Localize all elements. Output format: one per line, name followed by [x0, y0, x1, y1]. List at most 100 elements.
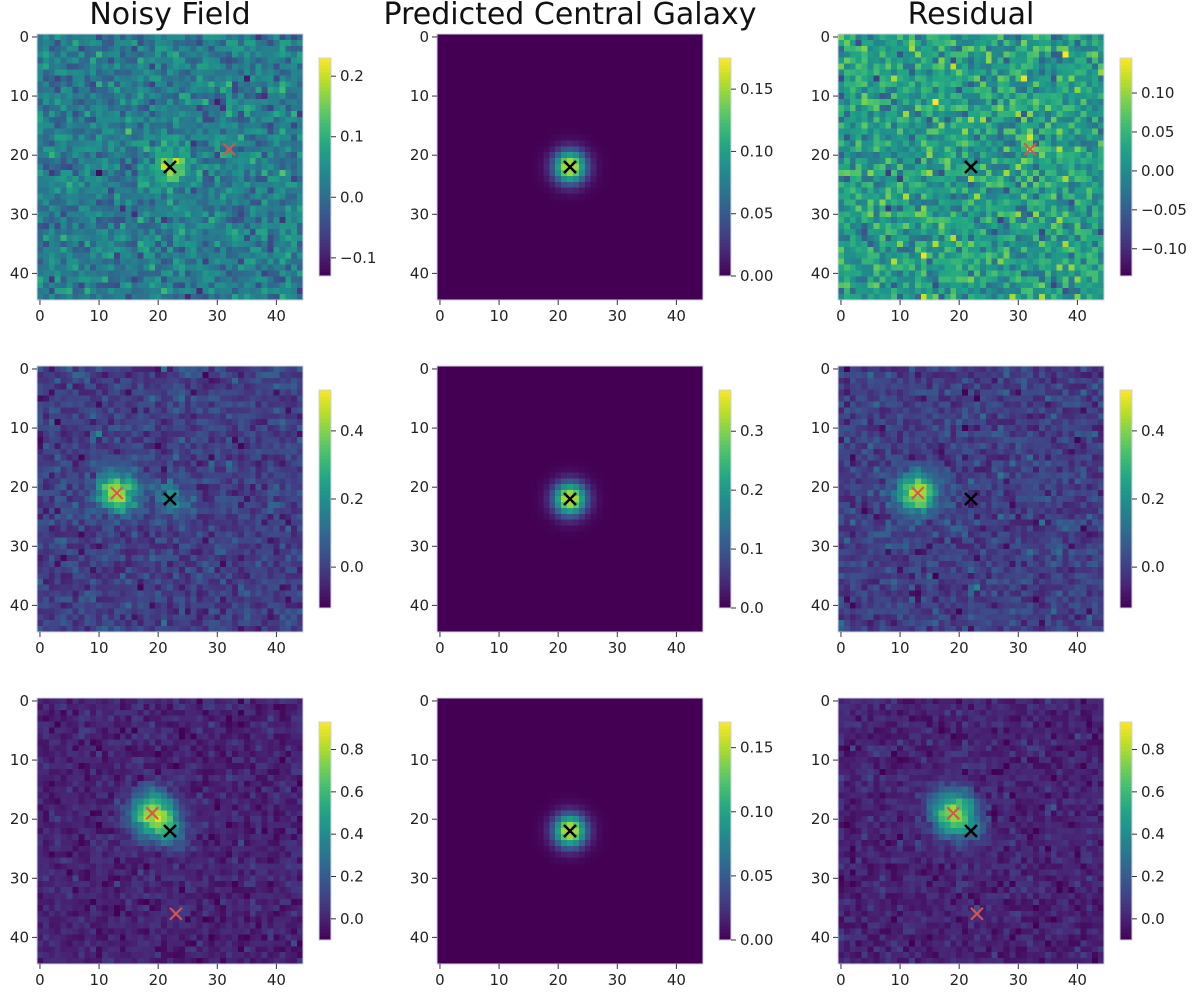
heatmap-cell: [525, 175, 532, 183]
heatmap-cell: [926, 75, 933, 82]
heatmap-cell: [490, 229, 497, 236]
heatmap-cell: [214, 81, 221, 88]
heatmap-cell: [1062, 75, 1069, 82]
heatmap-cell: [938, 110, 945, 118]
heatmap-cell: [584, 69, 592, 76]
heatmap-cell: [60, 146, 67, 153]
heatmap-cell: [255, 217, 263, 224]
heatmap-cell: [885, 69, 892, 76]
heatmap-cell: [437, 45, 444, 53]
heatmap-cell: [214, 152, 221, 159]
heatmap-cell: [297, 57, 304, 64]
colorbar-tick-label: 0.0: [340, 188, 364, 206]
heatmap-cell: [232, 104, 239, 112]
heatmap-cell: [897, 45, 904, 53]
heatmap-cell: [685, 134, 692, 141]
heatmap-cell: [496, 229, 503, 236]
heatmap-cell: [502, 205, 509, 212]
heatmap-cell: [102, 211, 109, 218]
heatmap-cell: [119, 134, 127, 141]
heatmap-cell: [448, 75, 456, 82]
heatmap-cell: [537, 152, 544, 159]
heatmap-cell: [525, 205, 532, 212]
heatmap-cell: [220, 193, 227, 200]
heatmap-cell: [273, 282, 280, 289]
heatmap-cell: [442, 264, 450, 271]
heatmap-cell: [1056, 99, 1064, 106]
heatmap-cell: [661, 34, 668, 41]
heatmap-cell: [608, 282, 615, 289]
heatmap-cell: [484, 146, 491, 153]
heatmap-cell: [96, 217, 103, 224]
heatmap-cell: [507, 223, 515, 230]
heatmap-cell: [131, 99, 138, 106]
heatmap-cell: [490, 69, 497, 76]
heatmap-cell: [285, 187, 292, 194]
heatmap-cell: [172, 57, 180, 64]
heatmap-cell: [202, 246, 209, 254]
heatmap-cell: [667, 146, 674, 153]
heatmap-cell: [614, 234, 621, 242]
heatmap-cell: [119, 223, 127, 230]
heatmap-cell: [1086, 39, 1093, 47]
heatmap-cell: [537, 93, 544, 100]
heatmap-cell: [667, 288, 674, 295]
heatmap-cell: [543, 34, 550, 41]
heatmap-cell: [637, 187, 645, 194]
heatmap-cell: [1098, 69, 1105, 76]
heatmap-cell: [42, 246, 50, 254]
heatmap-cell: [697, 104, 704, 112]
heatmap-cell: [96, 169, 103, 177]
heatmap-cell: [155, 229, 162, 236]
heatmap-cell: [113, 69, 121, 76]
heatmap-cell: [897, 63, 904, 70]
heatmap-cell: [237, 140, 245, 147]
heatmap-cell: [184, 134, 192, 141]
heatmap-cell: [679, 51, 686, 59]
heatmap-cell: [502, 122, 509, 129]
heatmap-cell: [979, 81, 987, 88]
y-tick-label: 0: [19, 28, 29, 46]
heatmap-cell: [578, 282, 586, 289]
heatmap-cell: [102, 264, 109, 271]
heatmap-cell: [590, 75, 597, 82]
heatmap-cell: [84, 110, 91, 118]
heatmap-cell: [143, 181, 150, 189]
heatmap-cell: [667, 158, 674, 165]
heatmap-cell: [572, 104, 580, 112]
heatmap-cell: [555, 169, 562, 177]
heatmap-cell: [1056, 104, 1064, 112]
heatmap-cell: [90, 169, 97, 177]
heatmap-cell: [478, 264, 485, 271]
heatmap-cell: [472, 140, 479, 147]
heatmap-cell: [442, 93, 450, 100]
heatmap-cell: [968, 128, 975, 135]
heatmap-cell: [507, 93, 515, 100]
heatmap-cell: [507, 34, 515, 41]
heatmap-cell: [549, 270, 556, 277]
heatmap-cell: [885, 39, 892, 47]
heatmap-cell: [119, 34, 127, 41]
heatmap-cell: [891, 128, 898, 135]
colorbar-segment: [719, 221, 731, 226]
heatmap-cell: [167, 234, 174, 242]
heatmap-cell: [991, 87, 998, 94]
heatmap-cell: [843, 75, 851, 82]
heatmap-cell: [496, 164, 503, 171]
heatmap-cell: [1074, 45, 1081, 53]
heatmap-cell: [843, 39, 851, 47]
heatmap-cell: [66, 51, 73, 59]
heatmap-cell: [466, 104, 473, 112]
heatmap-cell: [125, 175, 132, 183]
heatmap-cell: [561, 93, 568, 100]
heatmap-cell: [448, 234, 456, 242]
heatmap-cell: [107, 99, 115, 106]
heatmap-cell: [637, 134, 645, 141]
heatmap-cell: [861, 110, 868, 118]
heatmap-cell: [537, 140, 544, 147]
heatmap-cell: [243, 270, 251, 277]
heatmap-cell: [208, 187, 215, 194]
heatmap-cell: [561, 57, 568, 64]
heatmap-cell: [655, 264, 663, 271]
heatmap-cell: [60, 264, 67, 271]
